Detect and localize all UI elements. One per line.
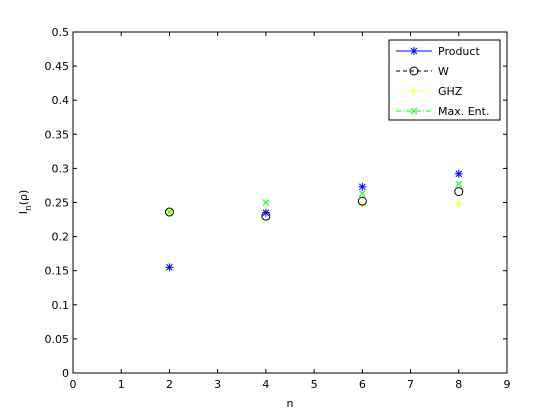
y-tick-label: 0.1: [52, 299, 70, 312]
legend-label-product: Product: [438, 45, 480, 58]
x-tick-label: 8: [455, 378, 462, 391]
legend-marker-max-ent: [410, 107, 418, 115]
y-tick-label: 0.15: [45, 265, 70, 278]
x-tick-label: 2: [166, 378, 173, 391]
x-tick-label: 9: [504, 378, 511, 391]
legend-box: [388, 39, 501, 121]
y-tick-label: 0.5: [52, 26, 70, 39]
y-axis-title-sub: n: [24, 205, 34, 211]
x-tick-label: 4: [262, 378, 269, 391]
y-axis-title-main: I: [17, 211, 30, 214]
axes-frame: [72, 31, 508, 374]
data-markers: [164, 169, 464, 272]
product-point: [261, 208, 270, 217]
legend-label-w: W: [438, 65, 449, 78]
y-tick-label: 0: [62, 367, 69, 380]
x-tick-label: 1: [118, 378, 125, 391]
y-tick-label: 0.2: [52, 231, 70, 244]
y-axis-title-rest: (ρ): [17, 190, 30, 206]
ghz-point: [454, 199, 463, 208]
x-axis-title: n: [287, 397, 294, 410]
y-tick-label: 0.25: [45, 197, 70, 210]
w-point: [357, 196, 367, 206]
y-tick-label: 0.3: [52, 162, 70, 175]
legend-label-max-ent: Max. Ent.: [438, 105, 489, 118]
x-tick-label: 7: [407, 378, 414, 391]
x-tick-label: 3: [214, 378, 221, 391]
y-tick-label: 0.35: [45, 128, 70, 141]
y-axis-title: In(ρ): [17, 190, 34, 215]
max-ent-point: [166, 208, 173, 216]
legend-marker-ghz: [410, 87, 418, 95]
axis-ticks: 0 1 2 3 4 5 6 7 8 9 0 0.05 0.1 0.15 0.2 0.25 0.3 0.35 0.4 0…: [45, 26, 511, 391]
product-point: [358, 182, 367, 191]
w-point: [164, 207, 174, 217]
x-tick-label: 0: [70, 378, 77, 391]
legend-label-ghz: GHZ: [438, 85, 463, 98]
legend-marker-w: [409, 66, 419, 76]
legend-marker-product: [410, 47, 418, 55]
product-point: [165, 263, 174, 272]
x-tick-label: 6: [359, 378, 366, 391]
legend-entries: Product W GHZ Max. Ent.: [396, 45, 489, 118]
max-ent-point: [358, 190, 366, 197]
x-tick-label: 5: [311, 378, 318, 391]
y-tick-label: 0.05: [45, 333, 70, 346]
w-point: [454, 187, 464, 197]
y-tick-label: 0.4: [52, 94, 70, 107]
y-tick-label: 0.45: [45, 60, 70, 73]
legend: Product W GHZ Max. Ent.: [388, 39, 501, 121]
product-point: [454, 169, 463, 178]
max-ent-point: [455, 180, 463, 188]
max-ent-point: [262, 199, 270, 206]
